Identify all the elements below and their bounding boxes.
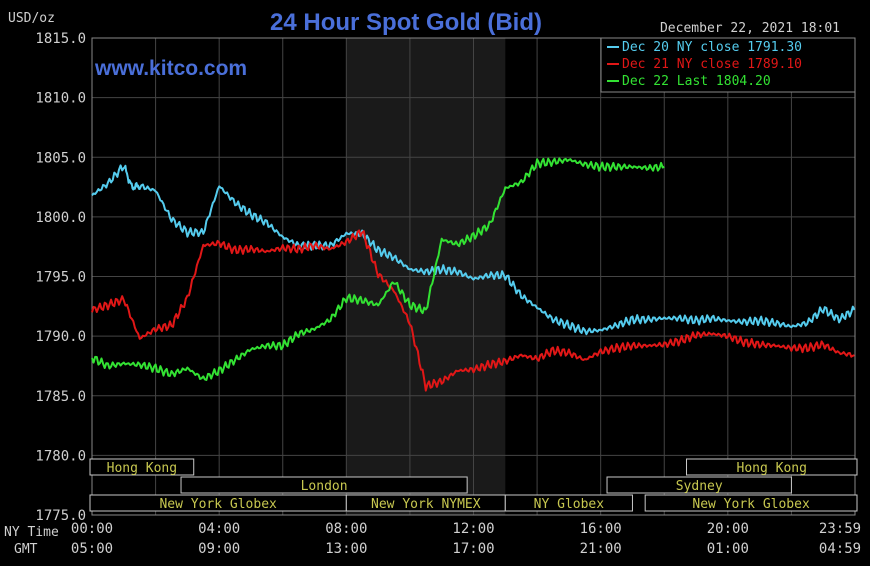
x-tick-label-gmt: 13:00 [325,541,367,557]
y-tick-label: 1790.0 [35,329,86,345]
x-tick-label-gmt: 05:00 [71,541,113,557]
x-tick-label-gmt: 17:00 [452,541,494,557]
x-tick-label-gmt: 04:59 [819,541,861,557]
legend-entry: Dec 20 NY close 1791.30 [622,40,802,55]
legend-entry: Dec 21 NY close 1789.10 [622,57,802,72]
legend-entry: Dec 22 Last 1804.20 [622,74,771,89]
x-tick-label-ny: 00:00 [71,521,113,537]
y-tick-label: 1800.0 [35,210,86,226]
x-tick-label-ny: 04:00 [198,521,240,537]
legend: Dec 20 NY close 1791.30 Dec 21 NY close 1… [600,37,856,93]
session-bar [89,458,195,476]
session-bar [644,494,858,512]
y-tick-label: 1810.0 [35,91,86,107]
session-label: New York Globex [159,497,277,512]
chart-title: 24 Hour Spot Gold (Bid) [270,9,542,36]
session-bar [606,476,792,494]
plot-frame [91,37,856,516]
x-tick-label-ny: 08:00 [325,521,367,537]
series-line-dec-22 [91,157,665,381]
session-bar [686,458,858,476]
x-tick-label-ny: 12:00 [452,521,494,537]
x-tick-label-gmt: 01:00 [707,541,749,557]
session-label: Hong Kong [107,461,177,476]
unit-label: USD/oz [8,11,55,26]
x-tick-label-gmt: 21:00 [580,541,622,557]
x-tick-label-ny: 23:59 [819,521,861,537]
watermark: www.kitco.com [94,57,247,80]
session-label: New York Globex [692,497,810,512]
x-tick-label-ny: 20:00 [707,521,749,537]
axis-labels-layer: 1815.0 1810.0 1805.0 1800.0 1795.0 1790.0 1785… [4,31,861,557]
y-tick-label: 1780.0 [35,448,86,464]
series-line-dec-20 [91,164,856,336]
session-label: London [301,479,348,494]
x-row-label-ny: NY Time [4,525,59,540]
session-label: Hong Kong [737,461,807,476]
series-line-dec-21 [91,229,855,392]
y-tick-label: 1795.0 [35,270,86,286]
y-tick-label: 1815.0 [35,31,86,47]
session-label: Sydney [676,479,723,494]
x-row-label-gmt: GMT [14,542,38,557]
y-tick-label: 1805.0 [35,150,86,166]
session-label: NY Globex [534,497,605,512]
session-label: New York NYMEX [371,497,481,512]
x-tick-label-gmt: 09:00 [198,541,240,557]
session-bars-layer: Hong Kong London New York Globex New York N… [89,458,858,512]
grid-layer [91,37,856,516]
session-bar [180,476,468,494]
y-tick-label: 1775.0 [35,508,86,524]
x-tick-label-ny: 16:00 [580,521,622,537]
legend-box [600,37,856,93]
timestamp: December 22, 2021 18:01 [660,21,840,36]
y-tick-label: 1785.0 [35,389,86,405]
series-layer [91,157,856,392]
session-bar [504,494,633,512]
